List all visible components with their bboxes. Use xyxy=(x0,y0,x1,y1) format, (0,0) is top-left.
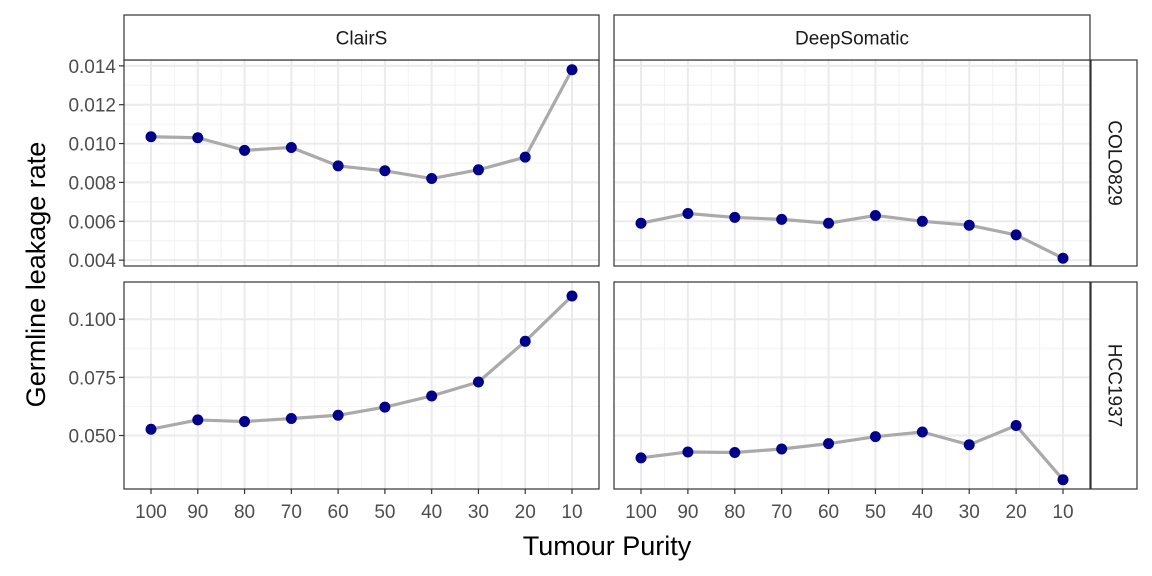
data-point xyxy=(379,401,391,413)
data-point xyxy=(963,219,975,231)
data-point xyxy=(145,423,157,435)
facet-strip-column xyxy=(123,14,600,61)
facet-strip-label-deepsomatic: DeepSomatic xyxy=(795,29,909,50)
data-point xyxy=(635,452,647,464)
data-point xyxy=(916,426,928,438)
x-tick-label: 20 xyxy=(515,502,536,523)
y-tick-label: 0.100 xyxy=(68,310,116,331)
x-tick-label: 50 xyxy=(374,502,395,523)
data-point xyxy=(776,443,788,455)
facet-strip-column xyxy=(613,14,1091,61)
x-tick-label: 40 xyxy=(421,502,442,523)
data-point xyxy=(192,414,204,426)
panel-border xyxy=(613,281,1091,490)
data-point xyxy=(566,64,578,76)
x-tick-label: 30 xyxy=(959,502,980,523)
data-point xyxy=(776,213,788,225)
data-point xyxy=(1010,229,1022,241)
y-tick-label: 0.010 xyxy=(68,135,116,156)
data-point xyxy=(332,409,344,421)
data-point xyxy=(823,438,835,450)
x-tick-label: 60 xyxy=(328,502,349,523)
x-tick-label: 20 xyxy=(1006,502,1027,523)
facet-strip-row xyxy=(1090,281,1138,490)
data-point xyxy=(379,165,391,177)
data-point xyxy=(1010,420,1022,432)
data-point xyxy=(332,160,344,172)
data-point xyxy=(285,413,297,425)
data-point xyxy=(519,151,531,163)
data-point xyxy=(869,209,881,221)
y-tick-label: 0.075 xyxy=(68,368,116,389)
x-tick-label: 90 xyxy=(187,502,208,523)
data-point xyxy=(239,416,251,428)
y-tick-label: 0.014 xyxy=(68,57,116,78)
data-point xyxy=(472,164,484,176)
x-tick-label: 80 xyxy=(724,502,745,523)
data-point xyxy=(1057,474,1069,486)
x-tick-label: 100 xyxy=(625,502,657,523)
data-point xyxy=(192,132,204,144)
data-point xyxy=(729,211,741,223)
data-point xyxy=(239,144,251,156)
y-tick-label: 0.050 xyxy=(68,427,116,448)
y-tick-label: 0.004 xyxy=(68,251,116,272)
y-tick-label: 0.006 xyxy=(68,212,116,233)
facet-strip-label-clairs: ClairS xyxy=(336,29,388,50)
x-axis-title: Tumour Purity xyxy=(523,531,692,561)
x-tick-label: 10 xyxy=(1052,502,1073,523)
x-tick-label: 70 xyxy=(771,502,792,523)
data-point xyxy=(426,390,438,402)
series-line-clairs-hcc1937 xyxy=(150,294,574,431)
x-tick-label: 100 xyxy=(135,502,167,523)
data-point xyxy=(682,208,694,220)
x-tick-label: 60 xyxy=(818,502,839,523)
data-point xyxy=(916,215,928,227)
data-point xyxy=(869,431,881,443)
series-line-clairs-colo829 xyxy=(150,68,574,181)
data-point xyxy=(519,335,531,347)
data-point xyxy=(145,131,157,143)
series-line-deepsomatic-colo829 xyxy=(640,211,1064,260)
facet-strip-label-hcc1937: HCC1937 xyxy=(1104,344,1125,427)
x-tick-label: 10 xyxy=(561,502,582,523)
x-tick-label: 80 xyxy=(234,502,255,523)
data-point xyxy=(823,217,835,229)
x-tick-label: 50 xyxy=(865,502,886,523)
data-point xyxy=(635,217,647,229)
x-tick-label: 90 xyxy=(677,502,698,523)
panel-border xyxy=(123,281,600,490)
data-point xyxy=(1057,252,1069,264)
data-point xyxy=(729,446,741,458)
y-tick-label: 0.012 xyxy=(68,96,116,117)
facet-strip-row xyxy=(1090,59,1138,267)
facet-strip-label-colo829: COLO829 xyxy=(1104,120,1125,206)
data-point xyxy=(566,290,578,302)
data-point xyxy=(472,376,484,388)
data-point xyxy=(963,439,975,451)
data-point xyxy=(285,141,297,153)
data-point xyxy=(682,446,694,458)
y-tick-label: 0.008 xyxy=(68,173,116,194)
x-tick-label: 30 xyxy=(468,502,489,523)
y-axis-title: Germline leakage rate xyxy=(21,142,51,408)
series-line-deepsomatic-hcc1937 xyxy=(640,423,1065,481)
x-tick-label: 40 xyxy=(912,502,933,523)
data-point xyxy=(426,173,438,185)
x-tick-label: 70 xyxy=(281,502,302,523)
